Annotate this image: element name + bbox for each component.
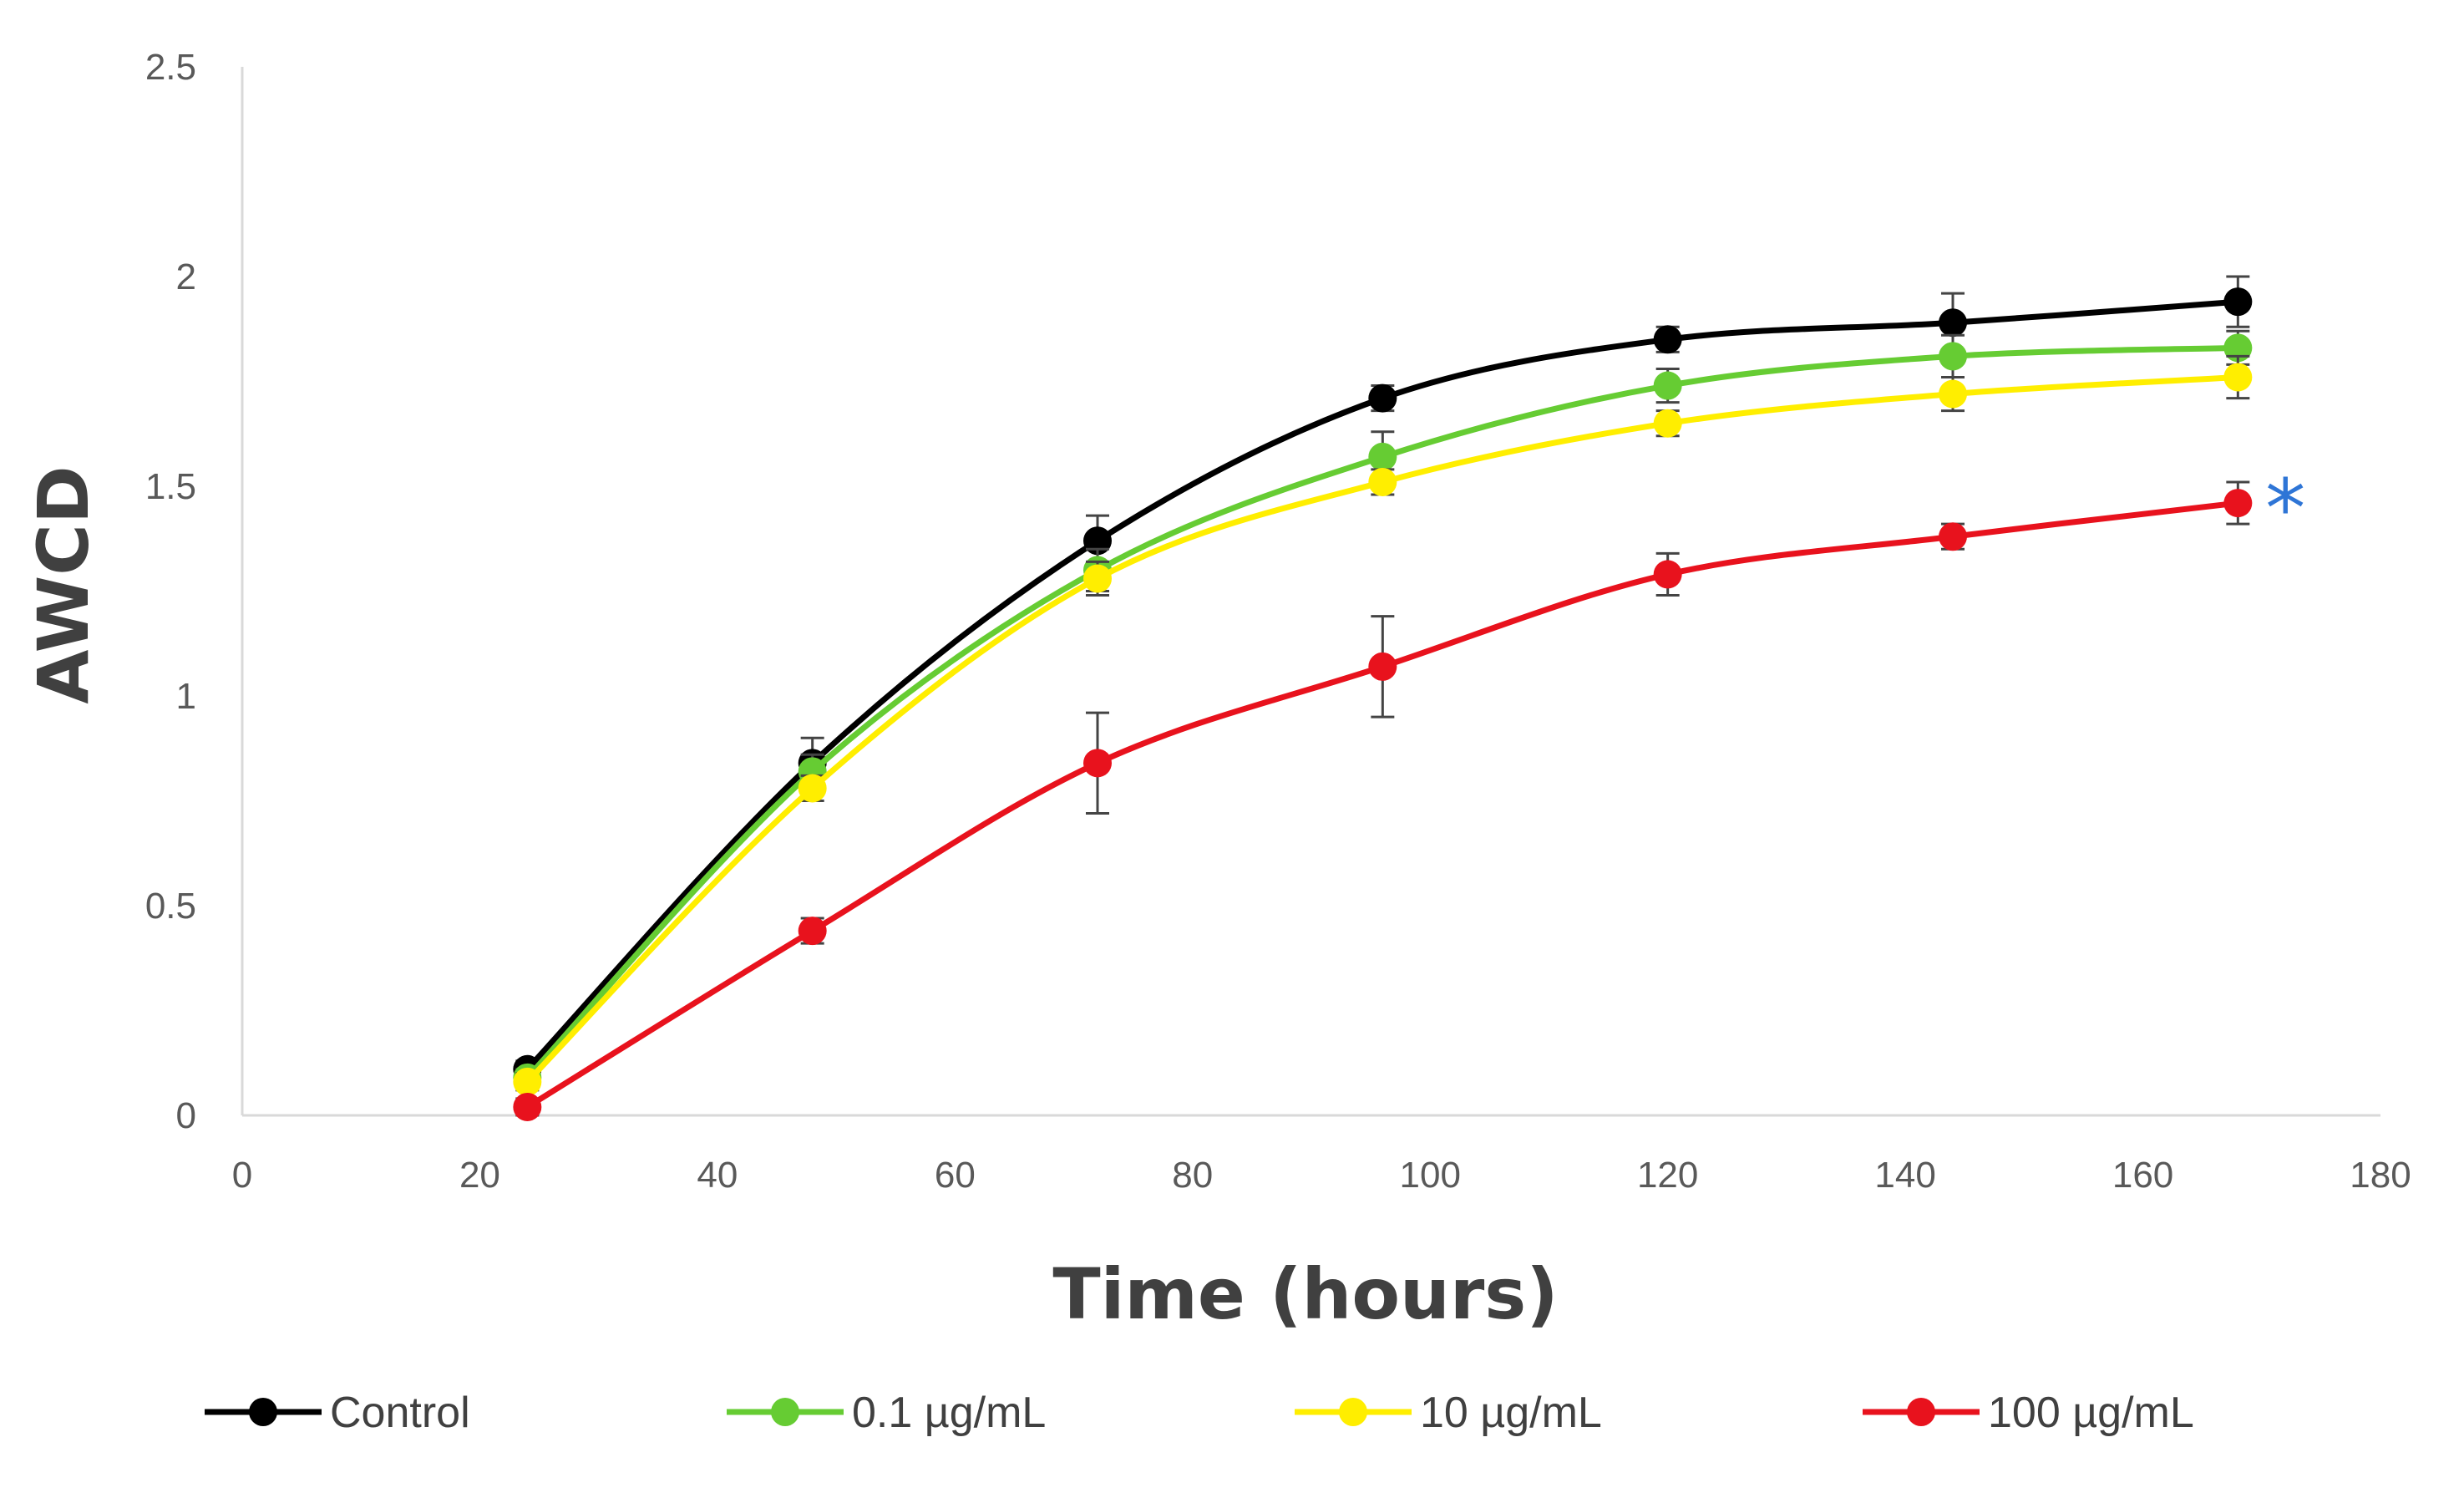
series-0	[513, 275, 2253, 1084]
x-tick-label: 80	[1172, 1155, 1213, 1196]
data-point	[1083, 749, 1112, 778]
data-point	[1653, 560, 1682, 589]
y-tick-label: 0.5	[145, 886, 196, 927]
legend-marker	[1339, 1398, 1367, 1426]
legend-item: 100 µg/mL	[1863, 1389, 2194, 1437]
legend-label: 10 µg/mL	[1420, 1389, 1602, 1437]
y-tick-label: 2.5	[145, 47, 196, 88]
x-tick-label: 140	[1874, 1155, 1935, 1196]
legend-item: 10 µg/mL	[1295, 1389, 1602, 1437]
y-tick-label: 2	[176, 256, 196, 297]
data-point	[1939, 522, 1967, 551]
data-point	[1368, 383, 1397, 413]
data-point	[1368, 467, 1397, 496]
y-tick-label: 0	[176, 1095, 196, 1136]
y-tick-label: 1.5	[145, 466, 196, 507]
series-line	[524, 500, 2241, 1110]
x-tick-label: 0	[232, 1155, 252, 1196]
x-tick-label: 100	[1400, 1155, 1461, 1196]
data-point	[513, 1067, 542, 1096]
data-point	[1939, 379, 1967, 409]
data-point	[798, 917, 827, 946]
x-tick-label: 40	[697, 1155, 738, 1196]
legend-marker	[1907, 1398, 1935, 1426]
data-point	[2223, 489, 2253, 518]
data-point	[1083, 526, 1112, 556]
y-axis-title: AWCD	[23, 465, 104, 703]
data-point	[798, 774, 827, 803]
x-tick-label: 180	[2350, 1155, 2411, 1196]
legend: Control 0.1 µg/mL 10 µg/mL 100 µg/mL	[205, 1389, 2194, 1437]
legend-item: 0.1 µg/mL	[727, 1389, 1046, 1437]
data-point	[1653, 409, 1682, 438]
data-point	[1939, 308, 1967, 338]
legend-marker	[771, 1398, 799, 1426]
legend-item: Control	[205, 1389, 470, 1437]
data-point	[1653, 371, 1682, 400]
x-axis-ticks: 0 20 40 60 80 100 120 140 160 180	[232, 1155, 2411, 1196]
data-point	[2223, 333, 2253, 363]
y-axis-ticks: 0 0.5 1 1.5 2 2.5	[145, 47, 196, 1136]
data-point	[1368, 652, 1397, 681]
legend-label: 0.1 µg/mL	[852, 1389, 1046, 1437]
legend-label: 100 µg/mL	[1988, 1389, 2194, 1437]
axes	[241, 67, 2380, 1117]
series-layer	[513, 275, 2253, 1121]
y-tick-label: 1	[176, 676, 196, 717]
significance-asterisk: *	[2265, 462, 2305, 556]
x-tick-label: 160	[2112, 1155, 2173, 1196]
legend-label: Control	[330, 1389, 470, 1437]
data-point	[2223, 287, 2253, 317]
data-point	[1939, 342, 1967, 371]
x-tick-label: 120	[1637, 1155, 1698, 1196]
x-tick-label: 20	[459, 1155, 500, 1196]
x-axis-title: Time (hours)	[1052, 1253, 1558, 1335]
series-3	[513, 480, 2253, 1121]
data-point	[1368, 442, 1397, 471]
annotations: *	[2265, 462, 2305, 556]
data-point	[513, 1092, 542, 1121]
x-tick-label: 60	[935, 1155, 976, 1196]
data-point	[2223, 363, 2253, 392]
data-point	[1083, 564, 1112, 593]
data-point	[1653, 325, 1682, 354]
series-2	[513, 354, 2253, 1096]
legend-marker	[249, 1398, 277, 1426]
